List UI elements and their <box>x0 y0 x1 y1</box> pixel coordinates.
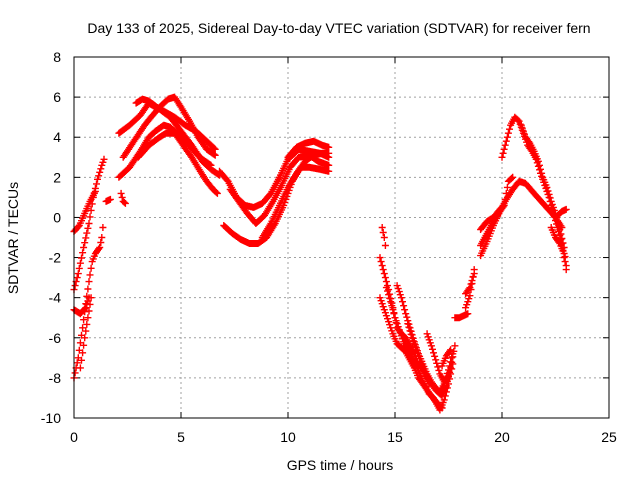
y-tick-label: 0 <box>53 209 61 225</box>
y-tick-label: 4 <box>53 129 61 145</box>
data-track <box>76 294 95 372</box>
grid-lines <box>74 57 609 418</box>
x-tick-label: 15 <box>387 429 403 445</box>
y-tick-label: -4 <box>49 290 62 306</box>
data-point-markers <box>423 330 452 386</box>
data-point-markers <box>547 224 570 274</box>
data-point-markers <box>477 173 517 233</box>
y-tick-label: -8 <box>49 370 62 386</box>
y-tick-label: -2 <box>49 250 62 266</box>
data-track <box>404 320 433 388</box>
data-track <box>382 284 446 412</box>
data-point-markers <box>438 346 455 370</box>
data-track <box>102 195 114 205</box>
data-track <box>547 224 570 274</box>
data-point-markers <box>134 129 221 197</box>
data-track <box>258 149 333 241</box>
x-tick-label: 0 <box>70 429 78 445</box>
data-track <box>477 173 517 233</box>
data-track <box>226 151 333 227</box>
data-point-markers <box>462 266 478 312</box>
data-point-markers <box>382 284 446 412</box>
chart-title: Day 133 of 2025, Sidereal Day-to-day VTE… <box>87 20 590 36</box>
data-point-markers <box>477 201 508 249</box>
data-track <box>378 224 389 249</box>
y-tick-label: 6 <box>53 89 61 105</box>
data-point-markers <box>554 205 570 219</box>
data-point-markers <box>132 95 223 179</box>
data-track <box>462 266 478 312</box>
plot-frame <box>73 56 610 419</box>
data-track <box>132 95 223 179</box>
data-track <box>423 330 452 386</box>
data-track <box>438 346 455 370</box>
x-tick-label: 25 <box>601 429 617 445</box>
data-point-markers <box>70 155 108 294</box>
y-tick-label: 2 <box>53 169 61 185</box>
data-points <box>70 93 570 414</box>
data-point-markers <box>378 224 389 249</box>
data-point-markers <box>119 93 219 161</box>
data-point-markers <box>76 294 95 372</box>
data-track <box>117 189 129 207</box>
data-track <box>119 93 219 161</box>
y-tick-label: 8 <box>53 49 61 65</box>
data-point-markers <box>117 189 129 207</box>
x-tick-label: 20 <box>494 429 510 445</box>
data-point-markers <box>102 195 114 205</box>
data-point-markers <box>404 320 433 388</box>
data-point-markers <box>517 121 570 270</box>
data-point-markers <box>226 151 333 227</box>
y-tick-label: -6 <box>49 330 62 346</box>
data-track <box>451 310 472 322</box>
data-point-markers <box>258 149 333 241</box>
data-track <box>477 201 508 249</box>
x-tick-label: 10 <box>280 429 296 445</box>
data-point-markers <box>284 137 333 161</box>
axis-ticks: 0 5 10 15 20 25 -10 -8 -6 -4 -2 0 2 4 6 8 <box>41 49 617 445</box>
x-axis-label: GPS time / hours <box>287 457 394 473</box>
data-track <box>554 205 570 219</box>
y-axis-label: SDTVAR / TECUs <box>5 182 21 294</box>
data-point-markers <box>451 310 472 322</box>
data-track <box>517 121 570 270</box>
data-track <box>134 129 221 197</box>
data-track <box>70 155 108 294</box>
data-track <box>284 137 333 161</box>
x-tick-label: 5 <box>177 429 185 445</box>
y-tick-label: -10 <box>41 410 61 426</box>
